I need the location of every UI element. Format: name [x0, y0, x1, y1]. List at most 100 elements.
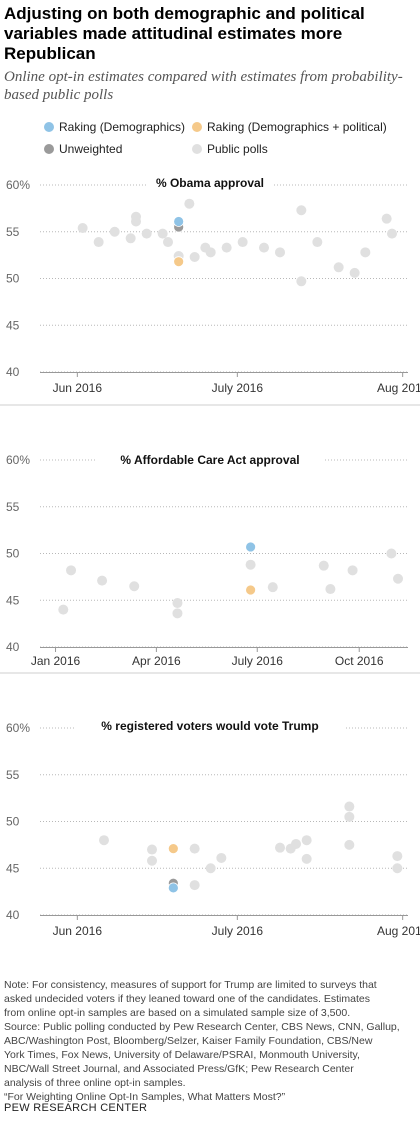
chart-panel-title: % registered voters would vote Trump: [101, 719, 318, 733]
data-point-public-polls: [392, 863, 403, 874]
data-point-public-polls: [125, 233, 136, 244]
data-point-public-polls: [387, 228, 397, 239]
data-point-public-polls: [237, 237, 248, 248]
data-point-public-polls: [66, 565, 77, 576]
note-line: Note: For consistency, measures of suppo…: [4, 979, 377, 991]
data-point-public-polls: [333, 262, 344, 273]
legend: Raking (Demographics) Raking (Demographi…: [44, 120, 387, 164]
chart-subtitle: Online opt-in estimates compared with es…: [4, 69, 403, 103]
data-point-public-polls: [221, 242, 232, 253]
data-point-public-polls: [275, 247, 285, 258]
data-point-raking-demo: [173, 216, 185, 227]
y-tick-label: 45: [6, 861, 20, 875]
chart-panel-title: % Affordable Care Act approval: [120, 453, 299, 467]
y-tick-label: 55: [6, 768, 20, 782]
data-point-public-polls: [131, 216, 141, 227]
legend-item-public-polls: Public polls: [192, 142, 268, 156]
data-point-public-polls: [301, 853, 312, 864]
data-point-public-polls: [344, 801, 355, 812]
data-point-public-polls: [392, 851, 403, 862]
data-point-public-polls: [205, 247, 216, 258]
x-tick-label: Jun 2016: [53, 924, 103, 938]
y-tick-label: 55: [6, 500, 20, 514]
x-tick-label: July 2016: [212, 924, 264, 938]
y-tick-label: 55: [6, 225, 20, 239]
data-point-public-polls: [109, 226, 120, 237]
chart-title: Adjusting on both demographic and politi…: [4, 4, 365, 63]
y-tick-label: 60%: [6, 178, 30, 192]
data-point-public-polls: [347, 565, 358, 576]
note-line: NBC/Wall Street Journal, and Associated …: [4, 1063, 354, 1075]
data-point-public-polls: [147, 844, 157, 855]
chart-note: Note: For consistency, measures of suppo…: [4, 978, 416, 1104]
chart-title-background: [146, 175, 274, 191]
data-point-public-polls: [97, 575, 108, 586]
y-tick-label: 40: [6, 365, 20, 379]
data-point-public-polls: [296, 276, 307, 287]
legend-marker-public-polls: [192, 144, 202, 154]
chart-title-background: [74, 718, 346, 734]
note-line: York Times, Fox News, University of Dela…: [4, 1049, 360, 1061]
data-point-public-polls: [189, 880, 200, 891]
y-tick-label: 50: [6, 815, 20, 829]
x-tick-label: Apr 2016: [132, 654, 181, 668]
legend-marker-raking-demographics: [44, 122, 54, 132]
aca-approval-chart: 60% 55 50 45 40 % Affordable Care Act approva…: [0, 452, 420, 674]
y-tick-label: 40: [6, 908, 20, 922]
y-tick-label: 45: [6, 318, 20, 332]
data-point-public-polls: [275, 842, 285, 853]
data-point-public-polls: [172, 598, 183, 609]
y-tick-label: 45: [6, 593, 20, 607]
data-point-public-polls: [349, 267, 360, 278]
legend-label: Unweighted: [59, 142, 123, 156]
data-point-public-polls: [386, 548, 397, 559]
data-point-raking-demo: [167, 882, 179, 894]
data-point-public-polls: [381, 213, 392, 224]
x-tick-label: Jun 2016: [53, 381, 103, 395]
data-point-public-polls: [77, 223, 88, 234]
data-point-public-polls: [296, 205, 307, 216]
data-point-public-polls: [301, 835, 312, 846]
legend-item-unweighted: Unweighted: [44, 142, 122, 156]
data-point-raking-demo: [245, 541, 257, 553]
data-point-public-polls: [259, 242, 269, 253]
data-point-public-polls: [344, 811, 355, 822]
data-point-public-polls: [325, 584, 336, 595]
legend-label: Public polls: [207, 142, 268, 156]
data-point-public-polls: [360, 247, 371, 258]
data-point-public-polls: [99, 835, 109, 846]
note-line: ABC/Washington Post, Bloomberg/Selzer, K…: [4, 1035, 373, 1047]
data-point-public-polls: [318, 560, 329, 571]
x-tick-label: Oct 2016: [335, 654, 384, 668]
data-point-public-polls: [58, 604, 69, 615]
legend-marker-unweighted: [44, 144, 54, 154]
note-line: asked undecided voters if they leaned to…: [4, 993, 370, 1005]
y-tick-label: 50: [6, 547, 20, 561]
y-tick-label: 40: [6, 640, 20, 654]
data-point-public-polls: [141, 228, 152, 239]
x-tick-label: July 2016: [212, 381, 264, 395]
data-point-public-polls: [189, 251, 200, 262]
source-label: PEW RESEARCH CENTER: [4, 1102, 148, 1114]
data-point-public-polls: [157, 228, 168, 239]
legend-marker-raking-demographics-political: [192, 122, 202, 132]
x-tick-label: Aug 2016: [377, 381, 420, 395]
y-tick-label: 50: [6, 272, 20, 286]
legend-label: Raking (Demographics + political): [207, 120, 387, 134]
data-point-public-polls: [147, 855, 157, 866]
data-point-public-polls: [93, 237, 104, 248]
trump-vote-chart: 60% 55 50 45 40 % registered voters would vot…: [6, 718, 420, 938]
data-point-public-polls: [393, 573, 404, 584]
chart-panel-title: % Obama approval: [156, 176, 264, 190]
data-point-raking-demo-pol: [173, 256, 185, 268]
data-point-public-polls: [172, 608, 183, 619]
legend-item-raking-demographics: Raking (Demographics): [44, 120, 185, 134]
data-point-public-polls: [245, 559, 256, 570]
x-tick-label: Jan 2016: [31, 654, 81, 668]
note-line: from online opt-in samples are based on …: [4, 1007, 351, 1019]
note-line: analysis of three online opt-in samples.: [4, 1077, 186, 1089]
data-point-public-polls: [189, 843, 200, 854]
note-line: Source: Public polling conducted by Pew …: [4, 1021, 400, 1033]
data-point-public-polls: [129, 581, 140, 592]
note-line: “For Weighting Online Opt-In Samples, Wh…: [4, 1091, 286, 1103]
